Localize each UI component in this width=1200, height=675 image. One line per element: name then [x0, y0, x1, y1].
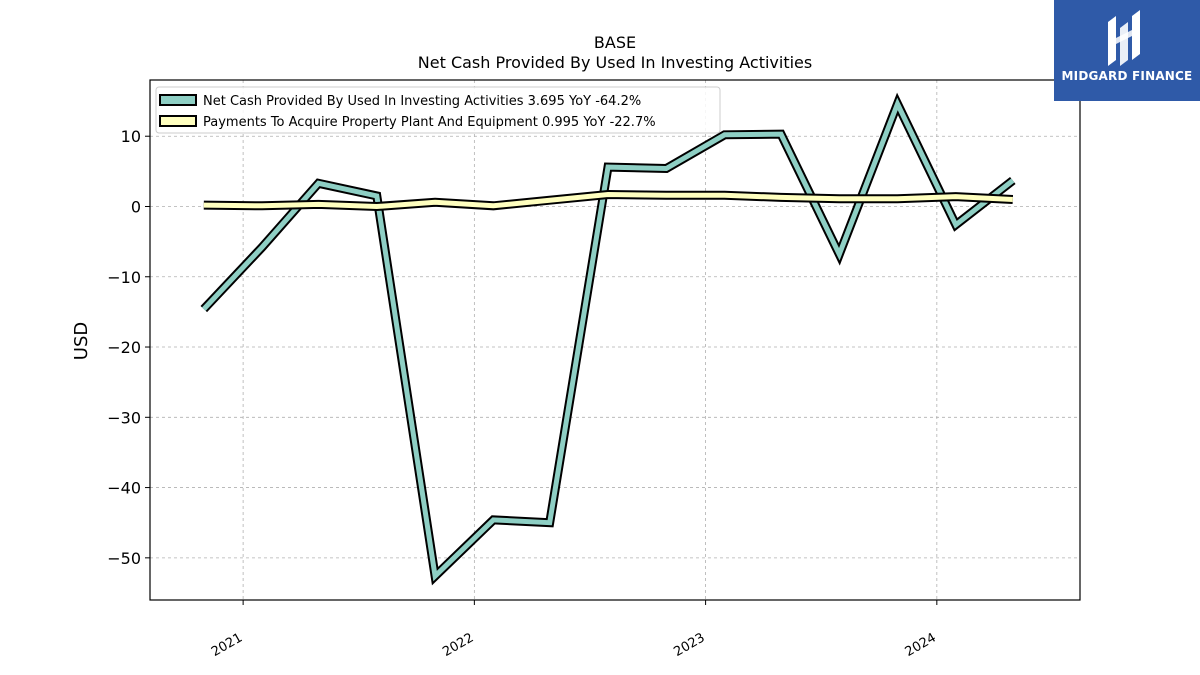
legend-label: Net Cash Provided By Used In Investing A… [203, 94, 641, 109]
x-tick-label: 2021 [209, 630, 245, 660]
midgard-logo-icon [1108, 10, 1140, 66]
x-axis: 2021 2022 2023 2024 [209, 600, 939, 660]
y-tick-label: −30 [107, 408, 141, 427]
y-tick-label: 0 [131, 197, 141, 216]
legend-swatch [159, 94, 197, 106]
y-tick-label: 10 [121, 127, 141, 146]
chart-title: BASE [594, 33, 636, 52]
series-2 [203, 189, 1014, 212]
legend-box [155, 86, 721, 134]
series-line [201, 97, 1015, 582]
series-line [203, 191, 1013, 210]
x-tick-label: 2023 [671, 630, 707, 660]
y-axis-label: USD [71, 322, 92, 360]
y-tick-label: −10 [107, 268, 141, 287]
plot-frame [149, 79, 1081, 601]
chart-subtitle: Net Cash Provided By Used In Investing A… [418, 53, 812, 72]
brand-logo: MIDGARD FINANCE [1054, 0, 1200, 101]
y-tick-label: −40 [107, 479, 141, 498]
series-1 [200, 92, 1016, 586]
y-tick-label: −20 [107, 338, 141, 357]
series-layer [200, 92, 1016, 586]
legend-label: Payments To Acquire Property Plant And E… [203, 115, 656, 130]
legend: Net Cash Provided By Used In Investing A… [155, 86, 721, 134]
y-axis: 10 0 −10 −20 −30 −40 −50 [107, 127, 150, 568]
x-tick-label: 2022 [440, 630, 476, 660]
grid [150, 80, 1080, 600]
logo-text: MIDGARD FINANCE [1061, 69, 1193, 83]
legend-swatch [159, 115, 197, 127]
x-tick-label: 2024 [903, 630, 939, 660]
y-tick-label: −50 [107, 549, 141, 568]
